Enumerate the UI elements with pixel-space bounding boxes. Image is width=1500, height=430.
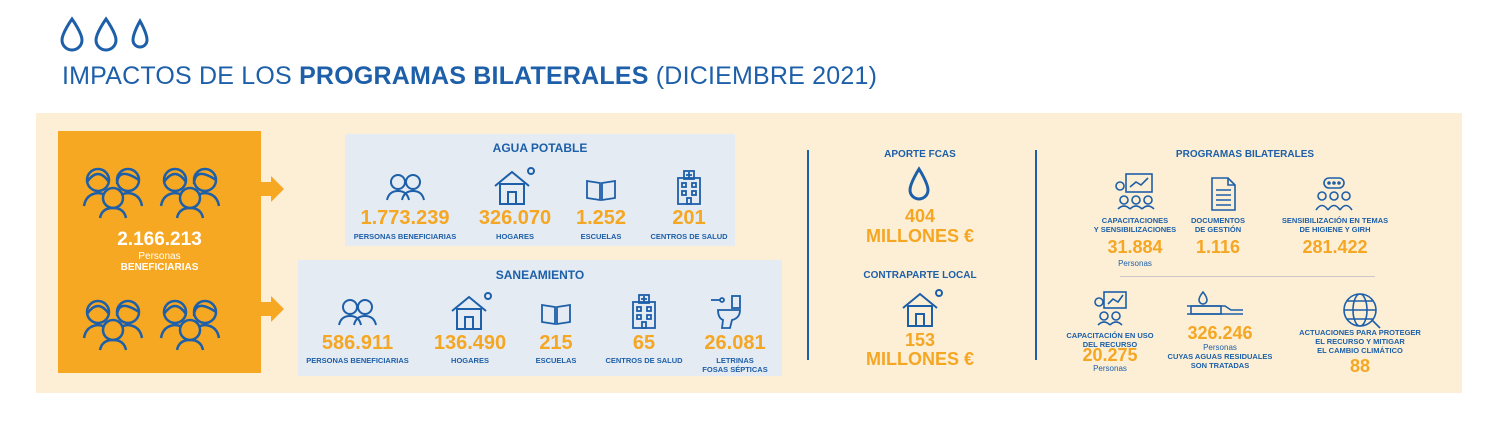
agua-escuelas-label: ESCUELAS xyxy=(580,232,622,241)
arrow-right-icon xyxy=(259,296,284,322)
san-hogares-label: HOGARES xyxy=(451,356,489,365)
san-hogares-value: 136.490 xyxy=(433,332,507,354)
san-salud-value: 65 xyxy=(632,332,656,354)
agua-escuelas-value: 1.252 xyxy=(575,207,627,229)
training-icon xyxy=(1115,173,1155,210)
agua-hogares-label: HOGARES xyxy=(496,232,534,241)
actuaciones-label2: EL RECURSO Y MITIGAR xyxy=(1315,337,1405,346)
beneficiarios-value: 2.166.213 xyxy=(117,229,202,250)
contraparte-value: 153 xyxy=(904,330,936,350)
water-treatment-icon xyxy=(1187,290,1243,315)
book-icon xyxy=(541,303,571,326)
sensibilizacion-label2: DE HIGIENE Y GIRH xyxy=(1299,225,1371,234)
water-drops-icon xyxy=(60,16,149,52)
san-letrinas-value: 26.081 xyxy=(704,332,766,354)
divider xyxy=(807,150,809,360)
agua-hogares-value: 326.070 xyxy=(478,207,552,229)
documentos-label1: DOCUMENTOS xyxy=(1190,216,1246,225)
divider xyxy=(1035,150,1037,360)
separator-line xyxy=(1120,276,1375,277)
water-drop-icon xyxy=(908,166,930,201)
toilet-icon xyxy=(711,295,741,329)
people-icon xyxy=(386,174,425,201)
aguas-residuales-sub: Personas xyxy=(1203,343,1237,352)
contraparte-unit: MILLONES € xyxy=(865,349,974,369)
aporte-title: APORTE FCAS xyxy=(884,149,956,160)
capacitacion-uso-sub: Personas xyxy=(1093,364,1127,373)
house-icon xyxy=(494,167,535,205)
training-icon xyxy=(1094,291,1127,326)
book-icon xyxy=(586,179,616,202)
people-icon xyxy=(338,299,377,326)
house-icon xyxy=(451,292,492,330)
san-personas-value: 586.911 xyxy=(321,332,394,354)
capacitaciones-label2: Y SENSIBILIZACIONES xyxy=(1093,225,1177,234)
contraparte-title: CONTRAPARTE LOCAL xyxy=(863,270,977,281)
agua-potable-section xyxy=(345,134,735,246)
actuaciones-label1: ACTUACIONES PARA PROTEGER xyxy=(1299,328,1421,337)
page-title: IMPACTOS DE LOS PROGRAMAS BILATERALES (D… xyxy=(62,62,878,90)
agua-personas-value: 1.773.239 xyxy=(360,207,450,229)
people-group-icon xyxy=(82,167,221,219)
capacitaciones-label1: CAPACITACIONES xyxy=(1101,216,1169,225)
meeting-icon xyxy=(1315,177,1353,211)
san-escuelas-value: 215 xyxy=(539,332,573,354)
agua-personas-label: PERSONAS BENEFICIARIAS xyxy=(353,232,457,241)
beneficiarios-line2: BENEFICIARIAS xyxy=(120,262,199,273)
agua-salud-label: CENTROS DE SALUD xyxy=(650,232,728,241)
capacitacion-uso-value: 20.275 xyxy=(1082,345,1138,365)
aporte-unit: MILLONES € xyxy=(865,226,974,246)
capacitacion-uso-label2: DEL RECURSO xyxy=(1082,340,1138,349)
globe-icon xyxy=(1343,293,1381,329)
house-icon xyxy=(902,289,943,327)
aporte-value: 404 xyxy=(904,206,936,226)
san-escuelas-label: ESCUELAS xyxy=(535,356,577,365)
agua-potable-title: AGUA POTABLE xyxy=(492,141,588,155)
programas-title: PROGRAMAS BILATERALES xyxy=(1175,149,1315,160)
aguas-residuales-label2: SON TRATADAS xyxy=(1190,361,1250,370)
san-letrinas-label: LETRINAS xyxy=(716,356,754,365)
document-icon xyxy=(1211,177,1236,211)
capacitacion-uso-label1: CAPACITACIÓN EN USO xyxy=(1066,331,1154,340)
people-group-icon xyxy=(82,299,221,351)
arrow-right-icon xyxy=(259,176,284,202)
sensibilizacion-value: 281.422 xyxy=(1302,237,1368,257)
aguas-residuales-value: 326.246 xyxy=(1187,323,1253,343)
san-personas-label: PERSONAS BENEFICIARIAS xyxy=(306,356,409,365)
sensibilizacion-label1: SENSIBILIZACIÓN EN TEMAS xyxy=(1281,216,1389,225)
beneficiarios-line1: Personas xyxy=(138,251,181,262)
documentos-value: 1.116 xyxy=(1195,237,1241,257)
san-salud-label: CENTROS DE SALUD xyxy=(605,356,683,365)
documentos-label2: DE GESTIÓN xyxy=(1194,225,1242,234)
saneamiento-section xyxy=(298,260,782,376)
aguas-residuales-label1: CUYAS AGUAS RESIDUALES xyxy=(1167,352,1273,361)
capacitaciones-value: 31.884 xyxy=(1107,237,1163,257)
hospital-icon xyxy=(677,170,701,205)
san-fosas-label: FOSAS SÉPTICAS xyxy=(702,365,768,374)
capacitaciones-sub: Personas xyxy=(1118,259,1152,268)
agua-salud-value: 201 xyxy=(672,207,706,229)
actuaciones-label3: EL CAMBIO CLIMÁTICO xyxy=(1317,346,1403,355)
actuaciones-value: 88 xyxy=(1349,356,1371,376)
saneamiento-title: SANEAMIENTO xyxy=(495,268,585,282)
hospital-icon xyxy=(632,294,656,329)
